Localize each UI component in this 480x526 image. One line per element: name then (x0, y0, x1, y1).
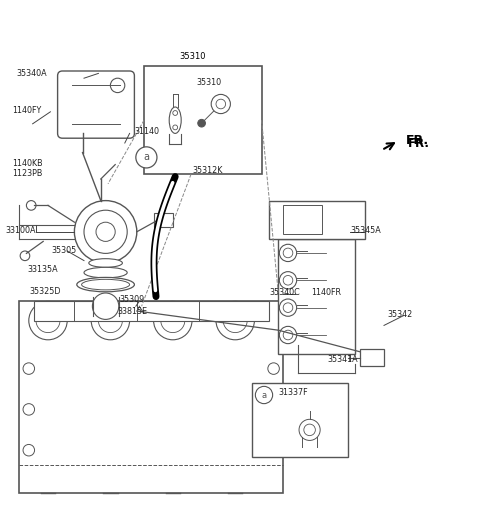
FancyBboxPatch shape (58, 71, 134, 138)
Circle shape (304, 424, 315, 436)
Text: 35305: 35305 (52, 246, 77, 255)
Ellipse shape (77, 277, 134, 292)
Circle shape (98, 309, 122, 332)
Circle shape (173, 110, 178, 115)
Text: 35342: 35342 (388, 310, 413, 319)
Ellipse shape (169, 107, 181, 134)
Circle shape (74, 200, 137, 263)
Bar (278, 239, 355, 354)
Text: 1140FY: 1140FY (12, 106, 41, 115)
Circle shape (161, 309, 185, 332)
Circle shape (29, 301, 67, 340)
Bar (269, 200, 365, 239)
Circle shape (36, 309, 60, 332)
Circle shape (211, 94, 230, 114)
Circle shape (91, 301, 130, 340)
Text: 35340A: 35340A (17, 69, 48, 78)
Bar (360, 349, 384, 366)
Text: 1140FR: 1140FR (311, 288, 341, 297)
Circle shape (173, 125, 178, 130)
Circle shape (283, 303, 293, 312)
Circle shape (268, 444, 279, 456)
Text: 35340C: 35340C (270, 288, 300, 297)
Ellipse shape (92, 293, 119, 319)
Text: a: a (262, 390, 266, 400)
Circle shape (84, 210, 127, 254)
Bar (252, 383, 348, 458)
Bar (34, 301, 269, 321)
Circle shape (26, 200, 36, 210)
Circle shape (216, 301, 254, 340)
Bar (154, 213, 173, 227)
Circle shape (136, 147, 157, 168)
Text: 1123PB: 1123PB (12, 169, 42, 178)
Circle shape (268, 403, 279, 415)
Text: 35325D: 35325D (30, 287, 61, 296)
Text: 33815E: 33815E (118, 307, 148, 316)
Circle shape (268, 363, 279, 375)
Circle shape (110, 78, 125, 93)
Text: 35310: 35310 (180, 53, 206, 62)
Text: FR.: FR. (406, 134, 429, 147)
Text: 35341A: 35341A (327, 356, 358, 365)
Text: FR.: FR. (408, 137, 430, 149)
Text: 1140KB: 1140KB (12, 159, 43, 168)
Ellipse shape (89, 259, 122, 267)
Circle shape (279, 244, 297, 261)
Circle shape (283, 276, 293, 285)
Circle shape (23, 403, 35, 415)
Text: 33135A: 33135A (28, 265, 59, 274)
Circle shape (255, 387, 273, 403)
Bar (283, 205, 322, 234)
Ellipse shape (84, 267, 127, 278)
Circle shape (279, 326, 297, 343)
Text: 33100A: 33100A (6, 226, 36, 235)
Circle shape (223, 309, 247, 332)
Text: 31337F: 31337F (278, 388, 308, 397)
Circle shape (23, 444, 35, 456)
Text: a: a (144, 153, 149, 163)
Circle shape (283, 330, 293, 340)
Text: 35312K: 35312K (192, 166, 222, 175)
Bar (19, 301, 283, 493)
Circle shape (216, 99, 226, 109)
Bar (144, 66, 262, 174)
Ellipse shape (82, 279, 130, 290)
Text: 35309: 35309 (119, 295, 144, 304)
Circle shape (20, 251, 30, 260)
Circle shape (23, 363, 35, 375)
Text: 35310: 35310 (197, 77, 222, 87)
Circle shape (283, 248, 293, 258)
Text: 35345A: 35345A (350, 226, 381, 235)
Circle shape (299, 419, 320, 440)
Circle shape (198, 119, 205, 127)
Text: 31140: 31140 (134, 127, 159, 136)
Circle shape (154, 301, 192, 340)
Circle shape (96, 222, 115, 241)
Circle shape (279, 271, 297, 289)
Circle shape (279, 299, 297, 316)
